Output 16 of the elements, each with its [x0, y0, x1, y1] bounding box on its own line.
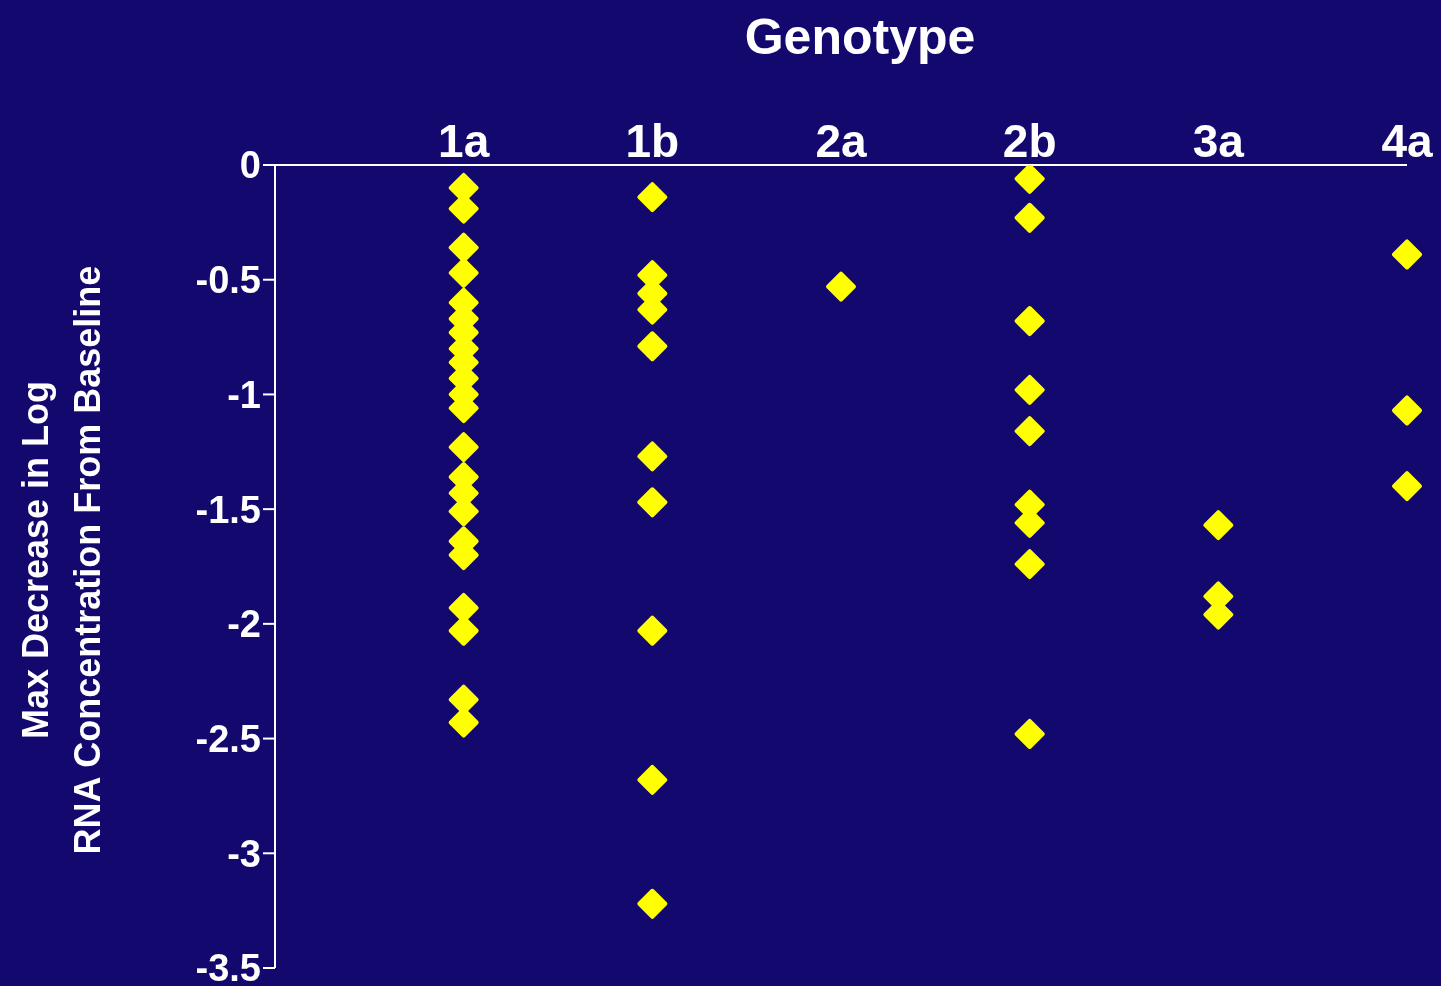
- y-axis-title: Max Decrease in Log RNA Concentration From Baseline: [14, 264, 109, 857]
- x-tick-label: 3a: [1192, 115, 1245, 167]
- y-tick-label: -3: [227, 832, 261, 875]
- y-tick-label: -3.5: [195, 947, 261, 986]
- y-tick-label: -0.5: [195, 259, 261, 302]
- y-tick-label: -2: [227, 603, 261, 646]
- chart-title: Genotype: [743, 8, 977, 66]
- x-tick-label: 1a: [438, 115, 490, 167]
- x-tick-label: 2a: [815, 115, 867, 167]
- x-tick-label: 2b: [1002, 115, 1057, 167]
- y-tick-label: 0: [239, 144, 261, 187]
- y-tick-label: -1: [227, 373, 261, 416]
- x-tick-label: 4a: [1381, 115, 1433, 167]
- y-tick-label: -1.5: [195, 488, 261, 531]
- y-tick-label: -2.5: [195, 718, 261, 761]
- x-tick-label: 1b: [625, 115, 680, 167]
